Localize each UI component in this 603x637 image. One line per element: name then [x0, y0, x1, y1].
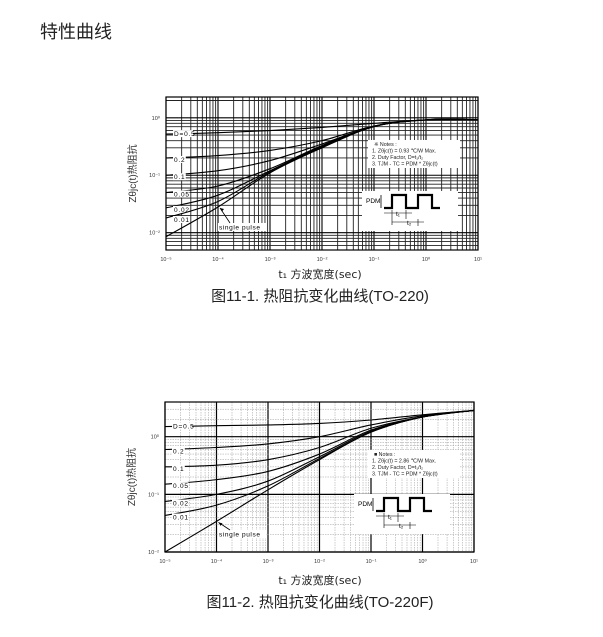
- x-tick-label: 10⁻²: [317, 257, 328, 263]
- curve-label-bg: [172, 422, 192, 430]
- curve-label-bg: [173, 130, 193, 138]
- x-tick-label: 10⁻²: [314, 559, 325, 565]
- curve-label-bg: [172, 513, 189, 521]
- pulse-waveform: [376, 496, 432, 513]
- curve-label-bg: [173, 173, 186, 181]
- x-tick-label: 10⁰: [418, 558, 427, 565]
- curve-label: 0.02: [174, 207, 190, 214]
- curve-label: 0.1: [173, 466, 184, 473]
- notes-line: 1. Zθjc(t) = 2.86 ℃/W Max.: [372, 459, 436, 465]
- y-axis-label: Zθjc(t)热阻抗: [125, 448, 138, 506]
- pulse-diagram-bg: [362, 191, 458, 231]
- notes-line: 2. Duty Factor, D=t₁/t₂: [372, 465, 423, 471]
- y-tick-label: 10⁻¹: [148, 492, 159, 498]
- t2-label: t₂: [407, 220, 412, 227]
- curve-label: 0.01: [174, 217, 190, 224]
- curve-label-bg: [172, 499, 189, 507]
- y-tick-label: 10⁰: [151, 434, 160, 441]
- t1-label: t₁: [396, 211, 401, 218]
- x-tick-label: 10⁻³: [263, 559, 274, 565]
- single-pulse-label-bg: [218, 530, 266, 538]
- curve-single-pulse: [164, 409, 475, 553]
- notes-line: ※ Notes :: [374, 142, 397, 148]
- single-pulse-label-bg: [218, 223, 266, 231]
- x-tick-label: 10⁻⁵: [160, 256, 171, 263]
- x-tick-label: 10⁰: [422, 256, 431, 263]
- curve-label: 0.01: [173, 514, 189, 521]
- notes-line: 1. Zθjc(t) = 0.93 ℃/W Max.: [372, 149, 436, 155]
- x-tick-label: 10⁻⁵: [159, 558, 170, 565]
- chart-1: 10⁻⁵ 10⁻⁴ 10⁻³ 10⁻² 10⁻¹ 10⁰ 10¹ 10⁻² 10⁻¹ 10⁰ Zθj…: [126, 96, 482, 263]
- y-tick-label: 10⁰: [152, 115, 161, 122]
- curve-label: 0.2: [174, 157, 185, 164]
- curve-label-bg: [172, 464, 185, 472]
- curve-label-bg: [173, 205, 190, 213]
- x-tick-label: 10⁻⁴: [211, 558, 223, 565]
- plot-frame: [165, 96, 479, 251]
- curve-d-0-5: [164, 409, 475, 428]
- curve-label: 0.02: [173, 501, 189, 508]
- notes-line: 3. TJM - TC = PDM * Zθjc(t): [372, 472, 438, 478]
- curve-label-bg: [173, 216, 190, 224]
- chart2-caption: 图11-2. 热阻抗变化曲线(TO-220F): [206, 594, 434, 611]
- plot-frame: [164, 401, 475, 553]
- x-tick-label: 10⁻⁴: [212, 256, 224, 263]
- chart-2: 10⁻⁵ 10⁻⁴ 10⁻³ 10⁻² 10⁻¹ 10⁰ 10¹ 10⁻² 10⁻¹ 10⁰ Zθj…: [125, 401, 478, 565]
- pdm-label: PDM: [358, 501, 372, 508]
- notes-box: [368, 450, 460, 478]
- curve-label-bg: [172, 447, 185, 455]
- arrow-head-icon: [220, 208, 224, 212]
- y-tick-label: 10⁻²: [148, 550, 159, 556]
- x-tick-label: 10¹: [470, 559, 478, 565]
- single-pulse-label: single pulse: [219, 532, 261, 539]
- notes-line: 2. Duty Factor, D=t₁/t₂: [372, 155, 423, 161]
- pdm-label: PDM: [366, 198, 380, 205]
- chart1-xlabel: t₁ 方波宽度(sec): [278, 268, 362, 281]
- chart1-caption: 图11-1. 热阻抗变化曲线(TO-220): [211, 288, 429, 305]
- curve-label: 0.05: [173, 483, 189, 490]
- arrow-head-icon: [218, 522, 223, 526]
- x-tick-label: 10⁻³: [265, 257, 276, 263]
- pulse-diagram-bg: [354, 494, 450, 534]
- chart2-xlabel: t₁ 方波宽度(sec): [278, 574, 362, 587]
- curve-0-2: [164, 409, 475, 451]
- y-tick-label: 10⁻¹: [149, 173, 160, 179]
- curve-label: D=0.5: [173, 424, 195, 431]
- single-pulse-label: single pulse: [219, 225, 261, 232]
- curve-label: 0.2: [173, 448, 184, 455]
- notes-line: 3. TJM - TC = PDM * Zθjc(t): [372, 162, 438, 168]
- notes-box: [368, 140, 460, 168]
- curve-label: 0.1: [174, 174, 185, 181]
- page-title: 特性曲线: [40, 22, 112, 43]
- y-tick-label: 10⁻²: [149, 231, 160, 237]
- y-axis-label: Zθjc(t)热阻抗: [126, 144, 139, 202]
- t1-label: t₁: [388, 514, 393, 521]
- pulse-waveform: [384, 193, 440, 210]
- t2-label: t₂: [399, 523, 404, 530]
- curve-single-pulse: [165, 118, 479, 238]
- curve-label-bg: [172, 482, 189, 490]
- x-tick-label: 10¹: [474, 257, 482, 263]
- curve-label: D=0.5: [174, 131, 196, 138]
- x-tick-label: 10⁻¹: [366, 559, 377, 565]
- curve-label-bg: [173, 155, 186, 163]
- x-tick-label: 10⁻¹: [369, 257, 380, 263]
- curve-label: 0.05: [174, 192, 190, 199]
- notes-line: ■ Notes :: [374, 452, 395, 458]
- curve-label-bg: [173, 190, 190, 198]
